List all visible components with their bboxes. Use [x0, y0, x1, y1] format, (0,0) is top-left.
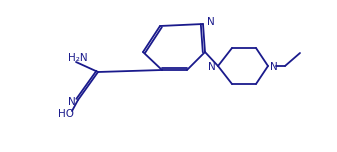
Text: N: N [68, 97, 76, 107]
Text: N: N [270, 62, 278, 72]
Text: N: N [208, 62, 216, 72]
Text: HO: HO [58, 109, 74, 119]
Text: H₂N: H₂N [68, 53, 88, 63]
Text: N: N [207, 17, 215, 27]
